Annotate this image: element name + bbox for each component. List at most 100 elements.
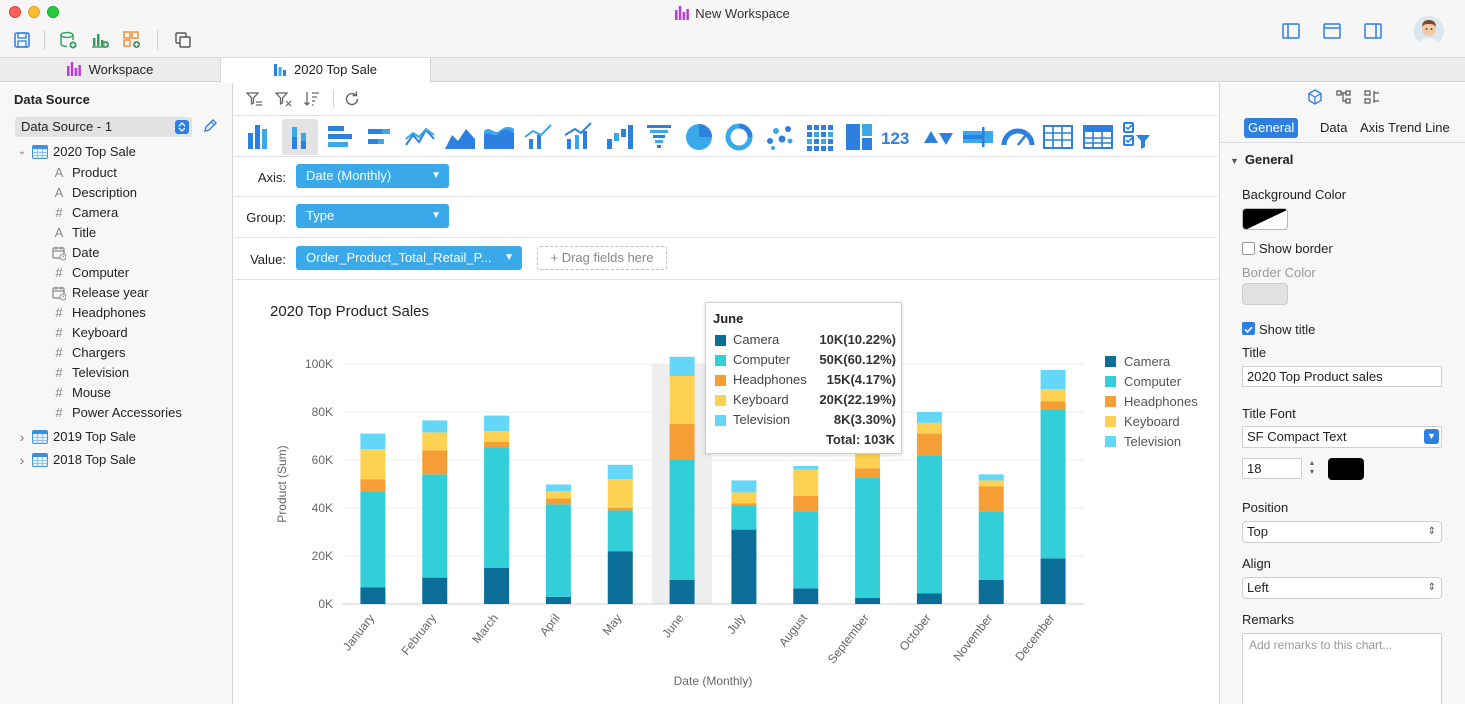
- chart-type-bar-line-button[interactable]: [521, 119, 557, 155]
- minimize-window-button[interactable]: [28, 6, 40, 18]
- chart-type-gauge-button[interactable]: [1000, 119, 1036, 155]
- border-color-swatch[interactable]: [1242, 283, 1288, 305]
- chart-type-filter-button[interactable]: [1120, 119, 1156, 155]
- y-tick-label: 80K: [312, 405, 333, 419]
- chevron-down-icon[interactable]: ⌄: [17, 146, 27, 157]
- chart-type-donut-button[interactable]: [721, 119, 757, 155]
- tab-data[interactable]: Data: [1320, 120, 1348, 135]
- tree-field-item[interactable]: # Mouse: [52, 383, 227, 403]
- add-data-source-icon[interactable]: [59, 31, 77, 49]
- align-select[interactable]: Left ⇕: [1242, 577, 1442, 599]
- chart-type-horizontal-stacked-button[interactable]: [362, 119, 398, 155]
- tree-field-item[interactable]: # Camera: [52, 203, 227, 223]
- data-source-panel: Data Source Data Source - 1 ⌄ 2020 Top Sa…: [0, 83, 233, 704]
- tree-field-item[interactable]: # Chargers: [52, 343, 227, 363]
- tree-field-item[interactable]: A Product: [52, 163, 227, 183]
- chevron-right-icon[interactable]: ›: [19, 452, 25, 468]
- clear-filter-icon[interactable]: [274, 90, 292, 108]
- show-border-checkbox[interactable]: [1242, 242, 1255, 255]
- chart-type-funnel-button[interactable]: [641, 119, 677, 155]
- tab-general[interactable]: General: [1244, 118, 1299, 138]
- font-size-input[interactable]: 18: [1242, 458, 1302, 479]
- chart-type-trend-button[interactable]: [920, 119, 956, 155]
- chart-type-pivot-button[interactable]: [1080, 119, 1116, 155]
- drag-fields-dropzone[interactable]: + Drag fields here: [537, 246, 667, 270]
- bar-segment: [855, 454, 881, 469]
- chart-type-bar-button[interactable]: [242, 119, 278, 155]
- layout-icon[interactable]: [1364, 89, 1380, 105]
- chart-type-heatmap-button[interactable]: [801, 119, 837, 155]
- tree-field-item[interactable]: # Computer: [52, 263, 227, 283]
- chart-type-pie-button[interactable]: [681, 119, 717, 155]
- chart-type-treemap-button[interactable]: [841, 119, 877, 155]
- chart-type-donut-icon: [725, 123, 753, 151]
- background-color-swatch[interactable]: [1242, 208, 1288, 230]
- group-field-pill[interactable]: Type ▼: [296, 204, 449, 228]
- toolbar-separator: [44, 30, 45, 50]
- tree-field-item[interactable]: Release year: [52, 283, 227, 303]
- close-window-button[interactable]: [9, 6, 21, 18]
- tree-field-item[interactable]: A Description: [52, 183, 227, 203]
- y-tick-label: 40K: [312, 501, 333, 515]
- chart-type-stacked-bar-button[interactable]: [281, 119, 318, 155]
- hierarchy-icon[interactable]: [1336, 89, 1352, 105]
- chart-type-stacked-area-button[interactable]: [481, 119, 517, 155]
- toggle-right-panel-icon[interactable]: [1364, 23, 1382, 39]
- tree-field-item[interactable]: # Television: [52, 363, 227, 383]
- tree-table-item[interactable]: › 2018 Top Sale: [17, 450, 227, 470]
- number-field-icon: #: [55, 305, 63, 320]
- add-dashboard-icon[interactable]: [123, 31, 141, 49]
- bar-segment: [1040, 389, 1066, 402]
- bar-segment: [360, 587, 386, 604]
- general-section-header[interactable]: ▼ General: [1230, 152, 1293, 167]
- refresh-icon[interactable]: [343, 90, 361, 108]
- tab-workspace[interactable]: Workspace: [0, 58, 220, 82]
- show-title-checkbox[interactable]: [1242, 322, 1255, 335]
- chart-type-horizontal-bar-button[interactable]: [322, 119, 358, 155]
- font-color-swatch[interactable]: [1328, 458, 1364, 480]
- chart-tooltip: June Camera 10K(10.22%) Computer 50K(60.12%…: [705, 302, 902, 454]
- cube-icon[interactable]: [1307, 89, 1323, 105]
- tree-field-item[interactable]: # Power Accessories: [52, 403, 227, 423]
- tree-field-item[interactable]: Date: [52, 243, 227, 263]
- chart-type-area-button[interactable]: [442, 119, 478, 155]
- save-icon[interactable]: [13, 31, 31, 49]
- remarks-textarea[interactable]: Add remarks to this chart...: [1242, 633, 1442, 704]
- add-chart-icon[interactable]: [91, 31, 109, 49]
- axis-field-pill[interactable]: Date (Monthly) ▼: [296, 164, 449, 188]
- duplicate-icon[interactable]: [174, 31, 192, 49]
- toggle-top-panel-icon[interactable]: [1323, 23, 1341, 39]
- chart-type-waterfall-button[interactable]: [601, 119, 637, 155]
- chevron-right-icon[interactable]: ›: [19, 429, 25, 445]
- toggle-left-panel-icon[interactable]: [1282, 23, 1300, 39]
- tab-trend-line[interactable]: Trend Line: [1388, 120, 1450, 135]
- title-input[interactable]: 2020 Top Product sales: [1242, 366, 1442, 387]
- tree-table-item[interactable]: ⌄ 2020 Top Sale: [17, 142, 227, 162]
- title-font-select[interactable]: SF Compact Text ▼: [1242, 426, 1442, 448]
- tree-table-item[interactable]: › 2019 Top Sale: [17, 427, 227, 447]
- tree-field-item[interactable]: # Headphones: [52, 303, 227, 323]
- toolbar-separator: [157, 30, 158, 50]
- chart-type-kpi-button[interactable]: 123: [880, 119, 916, 155]
- data-source-select[interactable]: Data Source - 1: [15, 117, 192, 137]
- tab-axis[interactable]: Axis: [1360, 120, 1385, 135]
- tooltip-series-value: 10K(10.22%): [819, 332, 896, 347]
- sort-icon[interactable]: [303, 90, 321, 108]
- value-field-pill[interactable]: Order_Product_Total_Retail_P... ▼: [296, 246, 522, 270]
- edit-data-source-icon[interactable]: [202, 118, 218, 134]
- font-size-stepper[interactable]: ▲ ▼: [1308, 460, 1316, 476]
- tab-2020-top-sale[interactable]: 2020 Top Sale: [220, 58, 431, 83]
- chart-canvas: 2020 Top Product Sales 0K 20K 40K 60K 80K 100K…: [234, 280, 1218, 704]
- chart-type-bullet-button[interactable]: [960, 119, 996, 155]
- zoom-window-button[interactable]: [47, 6, 59, 18]
- tooltip-series-value: 20K(22.19%): [819, 392, 896, 407]
- chart-type-scatter-button[interactable]: [761, 119, 797, 155]
- position-select[interactable]: Top ⇕: [1242, 521, 1442, 543]
- filter-icon[interactable]: [245, 90, 263, 108]
- user-avatar[interactable]: [1414, 16, 1444, 46]
- tree-field-item[interactable]: A Title: [52, 223, 227, 243]
- tree-field-item[interactable]: # Keyboard: [52, 323, 227, 343]
- chart-type-table-button[interactable]: [1040, 119, 1076, 155]
- chart-type-line-button[interactable]: [402, 119, 438, 155]
- chart-type-combo-button[interactable]: [561, 119, 597, 155]
